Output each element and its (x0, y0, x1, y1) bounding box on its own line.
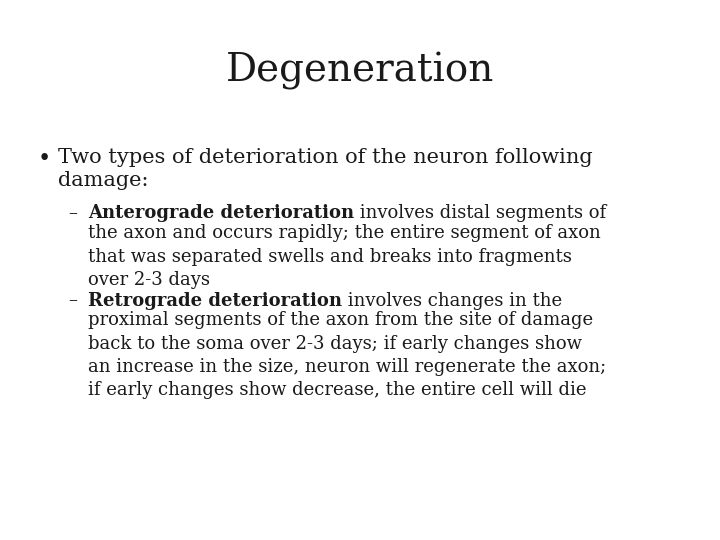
Text: –: – (68, 205, 77, 222)
Text: Anterograde deterioration: Anterograde deterioration (88, 205, 354, 222)
Text: the axon and occurs rapidly; the entire segment of axon
that was separated swell: the axon and occurs rapidly; the entire … (88, 224, 600, 289)
Text: •: • (38, 148, 51, 170)
Text: Degeneration: Degeneration (226, 52, 494, 90)
Text: Retrograde deterioration: Retrograde deterioration (88, 292, 342, 309)
Text: involves changes in the: involves changes in the (342, 292, 562, 309)
Text: proximal segments of the axon from the site of damage
back to the soma over 2-3 : proximal segments of the axon from the s… (88, 311, 606, 399)
Text: Two types of deterioration of the neuron following: Two types of deterioration of the neuron… (58, 148, 593, 167)
Text: –: – (68, 292, 77, 309)
Text: damage:: damage: (58, 171, 148, 190)
Text: involves distal segments of: involves distal segments of (354, 205, 606, 222)
